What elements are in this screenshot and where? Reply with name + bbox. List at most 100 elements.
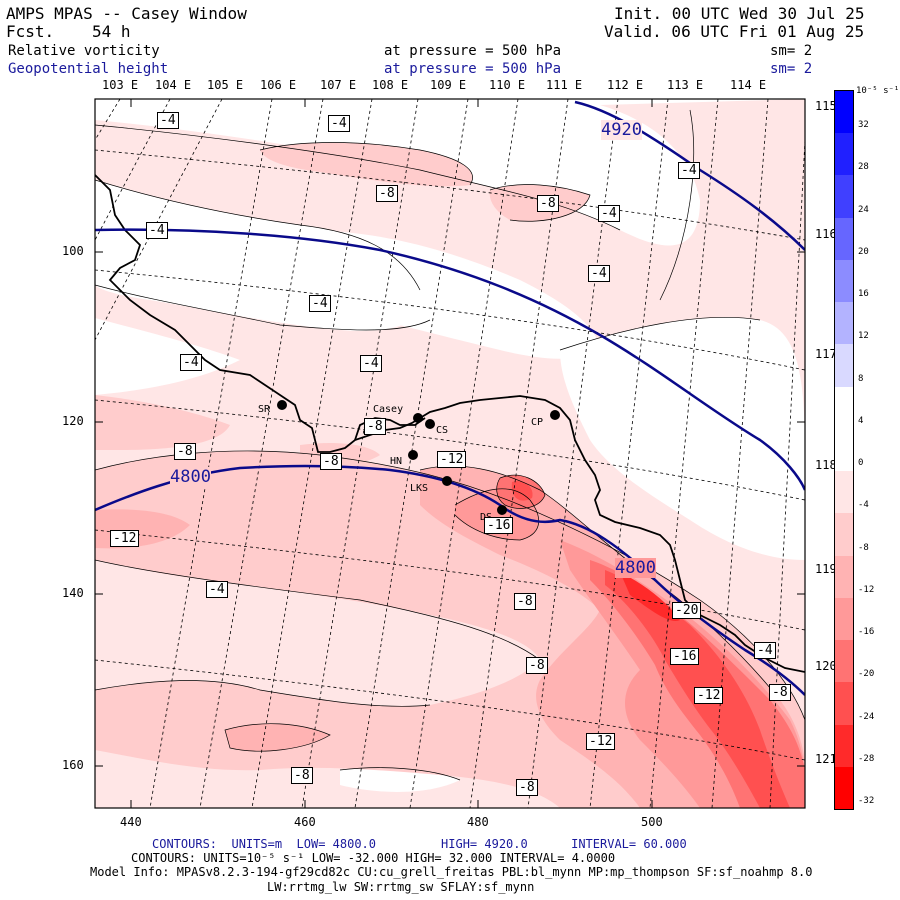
colorbar-segment bbox=[835, 175, 853, 219]
station-dot-casey bbox=[413, 413, 423, 423]
vorticity-label: -8 bbox=[364, 418, 386, 435]
station-dot-sr bbox=[277, 400, 287, 410]
vorticity-label: -8 bbox=[320, 453, 342, 470]
vorticity-label: -8 bbox=[174, 443, 196, 460]
latlon-grid bbox=[95, 99, 805, 808]
colorbar-segment bbox=[835, 766, 853, 810]
plot-frame bbox=[94, 98, 806, 809]
colorbar-label: 20 bbox=[858, 246, 869, 257]
station-label: CS bbox=[436, 425, 449, 436]
footer-height-contours: CONTOURS: UNITS=m LOW= 4800.0 HIGH= 4920… bbox=[152, 837, 687, 851]
vorticity-label: -8 bbox=[291, 767, 313, 784]
vorticity-label: -8 bbox=[769, 684, 791, 701]
vorticity-label: -4 bbox=[598, 205, 620, 222]
station-dot-cs bbox=[425, 419, 435, 429]
station-dot-hn bbox=[408, 450, 418, 460]
vorticity-label: -12 bbox=[586, 733, 616, 750]
vorticity-label: -20 bbox=[672, 602, 702, 619]
station-label: Casey bbox=[373, 404, 404, 415]
colorbar-label: 12 bbox=[858, 331, 869, 342]
vorticity-label: -8 bbox=[526, 657, 548, 674]
colorbar-segment bbox=[835, 133, 853, 176]
lon-label: 106 E bbox=[260, 78, 297, 92]
station-dot-ds bbox=[497, 505, 507, 515]
colorbar-label: 0 bbox=[858, 458, 864, 469]
station-markers bbox=[277, 400, 560, 515]
vorticity-label: -4 bbox=[360, 355, 382, 372]
field1-level: at pressure = 500 hPa bbox=[384, 43, 562, 59]
y-tick-label: 160 bbox=[62, 758, 84, 772]
lon-label: 108 E bbox=[372, 78, 409, 92]
vorticity-label: -12 bbox=[437, 451, 467, 468]
footer-low: LOW= 4800.0 bbox=[296, 837, 376, 851]
station-dot-lks bbox=[442, 476, 452, 486]
station-label: HN bbox=[390, 456, 403, 467]
station-dot-cp bbox=[550, 410, 560, 420]
field2-level: at pressure = 500 hPa bbox=[384, 61, 562, 77]
vorticity-label: -4 bbox=[588, 265, 610, 282]
colorbar-segment bbox=[835, 513, 853, 557]
vorticity-label: -4 bbox=[146, 222, 168, 239]
height-contour-label: 4800 bbox=[170, 467, 211, 487]
colorbar-label: 8 bbox=[858, 373, 864, 384]
colorbar-unit: 10⁻⁵ s⁻¹ bbox=[856, 86, 900, 96]
vorticity-label: -8 bbox=[376, 185, 398, 202]
colorbar-segment bbox=[835, 724, 853, 768]
vorticity-label: -4 bbox=[309, 295, 331, 312]
field1-name: Relative vorticity bbox=[8, 43, 160, 59]
footer-interval: INTERVAL= 60.000 bbox=[571, 837, 687, 851]
footer-model-info: Model Info: MPASv8.2.3-194-gf29cd82c CU:… bbox=[90, 865, 813, 879]
vorticity-label: -4 bbox=[206, 581, 228, 598]
x-tick-label: 440 bbox=[120, 815, 142, 829]
height-contours bbox=[95, 100, 805, 696]
footer-units: UNITS=m bbox=[231, 837, 283, 851]
x-tick-marks bbox=[130, 99, 653, 808]
station-label: SR bbox=[258, 404, 271, 415]
colorbar-label: 16 bbox=[858, 289, 869, 300]
lon-label: 104 E bbox=[155, 78, 192, 92]
colorbar-label: 28 bbox=[858, 162, 869, 173]
height-contour-label: 4800 bbox=[615, 558, 656, 578]
footer-high: HIGH= 4920.0 bbox=[441, 837, 528, 851]
colorbar-segment bbox=[835, 555, 853, 599]
x-tick-label: 460 bbox=[294, 815, 316, 829]
lon-label: 110 E bbox=[489, 78, 526, 92]
field1-smoothing: sm= 2 bbox=[770, 43, 813, 59]
colorbar-segment bbox=[835, 597, 853, 641]
vorticity-label: -12 bbox=[694, 687, 724, 704]
colorbar-label: -32 bbox=[858, 796, 875, 806]
colorbar-label: -4 bbox=[858, 500, 869, 511]
station-label: LKS bbox=[410, 483, 429, 494]
vorticity-label: -8 bbox=[516, 779, 538, 796]
field2-name: Geopotential height bbox=[8, 61, 169, 77]
vorticity-label: -4 bbox=[180, 354, 202, 371]
x-tick-label: 480 bbox=[467, 815, 489, 829]
colorbar-label: -12 bbox=[858, 584, 875, 595]
y-tick-label: 140 bbox=[62, 586, 84, 600]
vorticity-label: -16 bbox=[484, 517, 514, 534]
colorbar-label: 32 bbox=[858, 120, 869, 131]
valid-time: Valid. 06 UTC Fri 01 Aug 25 bbox=[604, 22, 865, 41]
station-label: CP bbox=[531, 417, 544, 428]
colorbar-segment bbox=[835, 259, 853, 303]
colorbar-label: 24 bbox=[858, 204, 869, 215]
footer-radiation-info: LW:rrtmg_lw SW:rrtmg_sw SFLAY:sf_mynn bbox=[267, 880, 535, 894]
lon-label: 114 E bbox=[730, 78, 767, 92]
colorbar bbox=[834, 90, 854, 810]
footer-contours-label: CONTOURS: bbox=[152, 837, 218, 851]
lon-label: 113 E bbox=[667, 78, 704, 92]
vorticity-label: -4 bbox=[678, 162, 700, 179]
colorbar-segment bbox=[835, 217, 853, 261]
y-tick-label: 120 bbox=[62, 414, 84, 428]
vorticity-label: -16 bbox=[670, 648, 700, 665]
vorticity-label: -12 bbox=[110, 530, 140, 547]
colorbar-label: -28 bbox=[858, 753, 875, 764]
vorticity-label: -8 bbox=[514, 593, 536, 610]
vorticity-label: -4 bbox=[754, 642, 776, 659]
vorticity-label: -4 bbox=[157, 112, 179, 129]
colorbar-segment bbox=[835, 302, 853, 345]
forecast-label: Fcst. bbox=[6, 22, 55, 41]
colorbar-label: -24 bbox=[858, 711, 875, 722]
lon-label: 103 E bbox=[102, 78, 139, 92]
